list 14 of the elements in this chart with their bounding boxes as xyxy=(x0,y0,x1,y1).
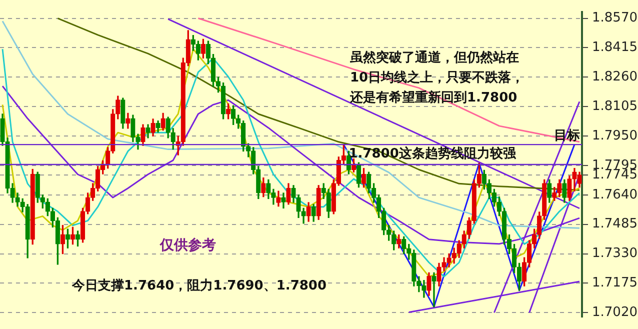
y-tick-label: 1.8415 xyxy=(592,40,638,56)
y-tick-label: 1.8260 xyxy=(592,70,638,85)
y-tick-label: 1.7175 xyxy=(592,276,638,291)
annotation: 仅供参考 xyxy=(159,236,216,254)
candlestick xyxy=(432,272,436,308)
y-tick-label: 1.7640 xyxy=(592,187,638,202)
annotation: 今日支撑1.7640，阻力1.7690、1.7800 xyxy=(71,278,326,294)
y-tick-label: 1.7950 xyxy=(592,128,638,144)
y-tick-label: 1.7485 xyxy=(592,216,638,232)
y-tick-label: 1.8570 xyxy=(592,10,638,26)
y-tick-label: 1.7330 xyxy=(592,246,638,262)
annotation: 虽然突破了通道，但仍然站在 xyxy=(349,49,519,66)
y-tick-label: 1.8105 xyxy=(592,98,638,114)
y-tick-label: 1.7020 xyxy=(592,305,638,320)
